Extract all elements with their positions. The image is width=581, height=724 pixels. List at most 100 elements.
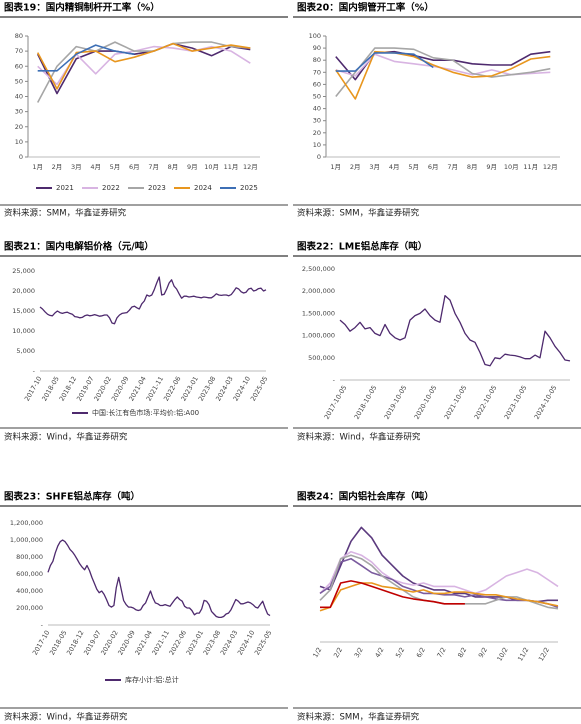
x-tick-label: 2020-10-05: [413, 384, 439, 421]
series-line: [319, 526, 558, 603]
y-tick-label: 10: [15, 138, 23, 146]
x-tick-label: 10月: [504, 163, 519, 171]
y-tick-label: -: [41, 621, 44, 629]
x-tick-label: 1月: [330, 163, 341, 171]
y-tick-label: 25,000: [12, 267, 35, 275]
series-line: [39, 276, 267, 325]
y-tick-label: 15,000: [12, 307, 35, 315]
x-tick-label: 2月: [52, 163, 63, 171]
source-note: 资料来源：Wind，华鑫证券研究: [4, 432, 128, 443]
y-tick-label: 400,000: [16, 587, 43, 595]
x-tick-label: 1/2: [311, 646, 323, 659]
y-tick-label: 10: [313, 141, 321, 149]
series-line: [320, 580, 465, 609]
chart-title: 图表23：SHFE铝总库存（吨）: [4, 491, 140, 503]
series-line: [319, 582, 559, 612]
series-line: [36, 41, 251, 103]
x-tick-label: 7/2: [435, 646, 447, 659]
y-tick-label: 0: [19, 153, 23, 161]
x-tick-label: 9月: [486, 163, 497, 171]
x-tick-label: 8月: [168, 163, 179, 171]
x-tick-label: 5/2: [394, 646, 406, 659]
chart-title: 图表21：国内电解铝价格（元/吨）: [4, 241, 154, 253]
y-tick-label: 20: [313, 129, 321, 137]
y-tick-label: 10,000: [12, 327, 35, 335]
y-tick-label: 100: [309, 32, 321, 40]
x-tick-label: 3月: [71, 163, 82, 171]
x-tick-label: 10月: [204, 163, 219, 171]
x-tick-label: 7月: [148, 163, 159, 171]
x-tick-label: 4月: [90, 163, 101, 171]
x-tick-label: 11/2: [516, 646, 530, 663]
y-tick-label: 5,000: [16, 347, 35, 355]
x-tick-label: 6月: [129, 163, 140, 171]
legend-label: 库存小计:铝:总计: [125, 675, 179, 684]
x-tick-label: 7月: [447, 163, 458, 171]
chart-title: 图表19：国内精铜制杆开工率（%）: [4, 2, 160, 14]
x-tick-label: 2023-10-05: [503, 384, 529, 421]
x-tick-label: 6月: [428, 163, 439, 171]
x-tick-label: 9/2: [477, 646, 489, 659]
legend-label: 2021: [56, 184, 74, 192]
x-tick-label: 2025-05: [249, 375, 270, 403]
y-tick-label: 80: [313, 56, 321, 64]
y-tick-label: 20: [15, 123, 23, 131]
series-line: [319, 550, 559, 595]
x-tick-label: 9月: [187, 163, 198, 171]
x-tick-label: 4/2: [373, 646, 385, 659]
x-tick-label: 10/2: [495, 646, 509, 663]
series-line: [339, 294, 571, 367]
series-line: [36, 42, 251, 95]
y-tick-label: 60: [15, 62, 23, 70]
y-tick-label: 20,000: [12, 287, 35, 295]
source-note: 资料来源：Wind，华鑫证券研究: [297, 432, 421, 443]
y-tick-label: 600,000: [16, 570, 43, 578]
x-tick-label: 3月: [369, 163, 380, 171]
x-tick-label: 11月: [523, 163, 538, 171]
y-tick-label: 1,500,000: [302, 309, 335, 317]
legend-label: 2022: [102, 184, 120, 192]
x-tick-label: 2021-10-05: [443, 384, 469, 421]
x-tick-label: 2024-10-05: [533, 384, 559, 421]
y-tick-label: 50: [313, 93, 321, 101]
x-tick-label: 2月: [350, 163, 361, 171]
series-line: [36, 42, 251, 90]
y-tick-label: 2,500,000: [302, 265, 335, 273]
series-line: [37, 44, 135, 72]
x-tick-label: 12月: [543, 163, 558, 171]
y-tick-label: 60: [313, 80, 321, 88]
y-tick-label: 1,200,000: [10, 519, 43, 527]
x-tick-label: 1月: [32, 163, 43, 171]
x-tick-label: 5月: [408, 163, 419, 171]
legend-label: 2024: [194, 184, 212, 192]
y-tick-label: 800,000: [16, 553, 43, 561]
x-tick-label: 2022-10-05: [473, 384, 499, 421]
y-tick-label: 2,000,000: [302, 287, 335, 295]
x-tick-label: 6/2: [415, 646, 427, 659]
x-tick-label: 12月: [243, 163, 258, 171]
x-tick-label: 8/2: [456, 646, 468, 659]
y-tick-label: 40: [313, 105, 321, 113]
series-line: [335, 52, 434, 72]
legend-label: 中国:长江有色市场:平均价:铝:A00: [92, 408, 199, 417]
series-line: [335, 47, 551, 98]
x-tick-label: 8月: [467, 163, 478, 171]
y-tick-label: 0: [317, 153, 321, 161]
chart-title: 图表20：国内铜管开工率（%）: [297, 2, 434, 14]
y-tick-label: 30: [15, 108, 23, 116]
y-tick-label: 1,000,000: [10, 536, 43, 544]
y-tick-label: 80: [15, 32, 23, 40]
x-tick-label: 2/2: [332, 646, 344, 659]
y-tick-label: 200,000: [16, 604, 43, 612]
x-tick-label: 3/2: [353, 646, 365, 659]
x-tick-label: 5月: [110, 163, 121, 171]
y-tick-label: 30: [313, 117, 321, 125]
x-tick-label: 2018-10-05: [353, 384, 379, 421]
y-tick-label: -: [33, 367, 36, 375]
y-tick-label: 70: [313, 68, 321, 76]
y-tick-label: 50: [15, 77, 23, 85]
x-tick-label: 2019-10-05: [383, 384, 409, 421]
y-tick-label: 70: [15, 47, 23, 55]
x-tick-label: 12/2: [537, 646, 551, 663]
